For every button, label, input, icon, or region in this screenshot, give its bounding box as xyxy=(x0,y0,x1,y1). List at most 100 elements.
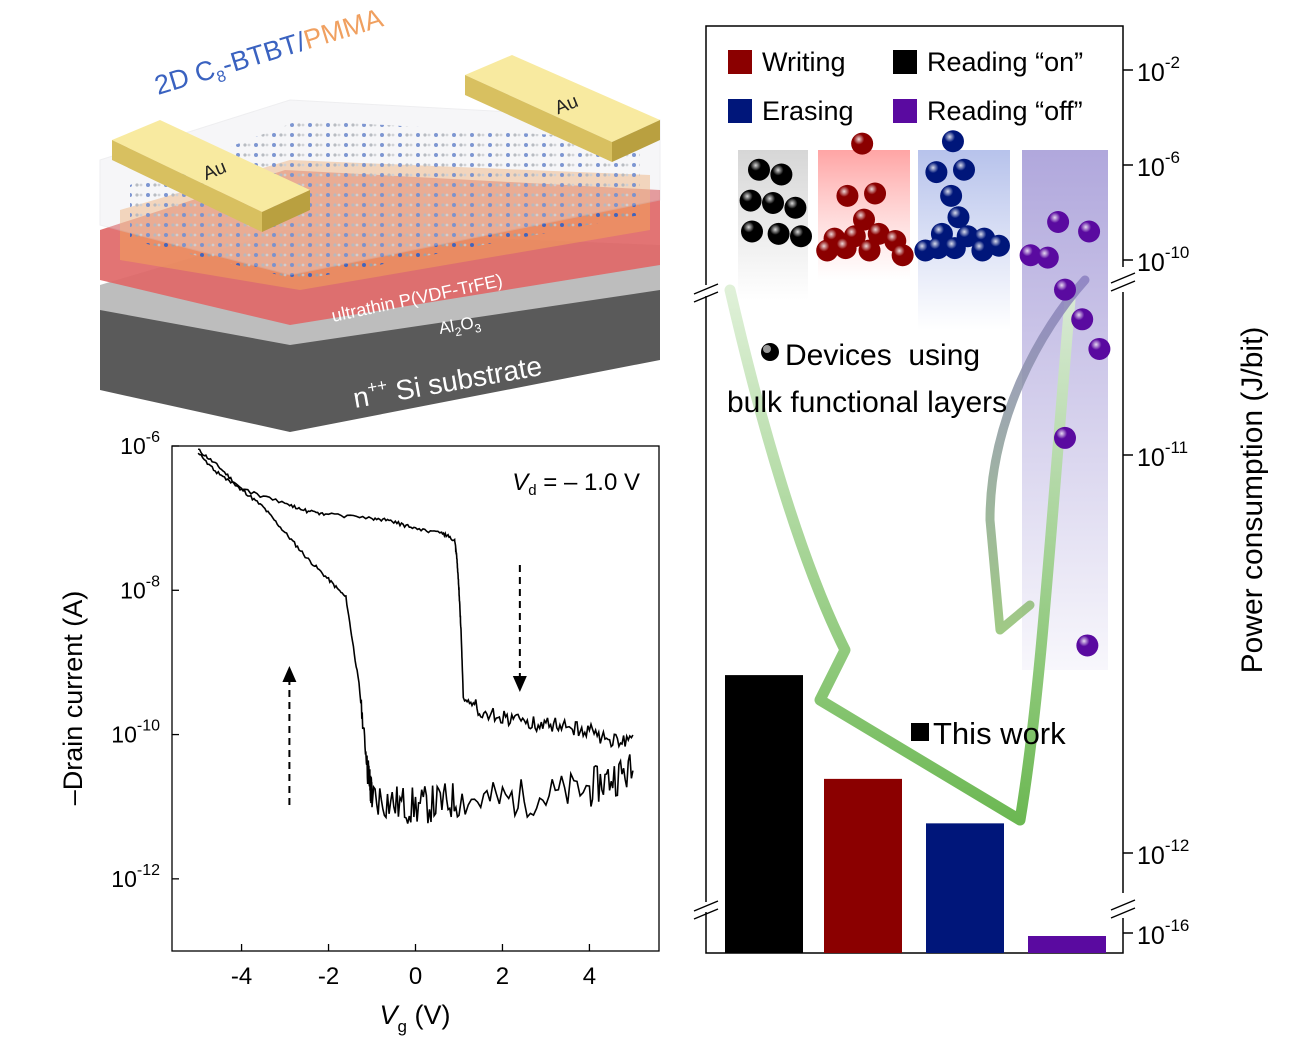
power-bar xyxy=(725,675,803,953)
power-balls xyxy=(739,130,1111,657)
bulk-device-point-shine xyxy=(834,237,857,260)
transfer-xtick-label: 2 xyxy=(496,963,509,990)
transfer-xtick-label: 0 xyxy=(409,963,422,990)
power-bar xyxy=(926,823,1004,953)
transfer-curve-chart: -4 -2 0 2 4 10-6 10-8 10-10 10-12 Vd = – 1.0 V V… xyxy=(58,429,660,1036)
bulk-devices-label: Devices using bulk functional layers xyxy=(727,339,1007,419)
power-ytick-label: 10-16 xyxy=(1137,916,1189,950)
bulk-device-point-shine xyxy=(971,239,994,262)
bulk-device-point-shine xyxy=(770,163,793,186)
bulk-device-point-shine xyxy=(1047,211,1070,233)
device-title: 2D C8-BTBT/PMMA xyxy=(151,3,388,105)
bulk-device-point-shine xyxy=(864,182,887,205)
bulk-devices-label-line2: bulk functional layers xyxy=(727,386,1007,419)
axis-break-mark xyxy=(1110,272,1136,292)
bulk-device-point-shine xyxy=(1036,246,1059,269)
transfer-series-line xyxy=(197,448,634,824)
sweep-up-arrowhead xyxy=(282,666,297,682)
bulk-device-point-shine xyxy=(1019,244,1042,267)
bulk-device-point-shine xyxy=(953,158,975,181)
pmma-cap xyxy=(99,99,661,276)
bulk-device-point-shine xyxy=(891,244,914,267)
bulk-device-point-shine xyxy=(941,130,964,153)
bulk-device-point-shine xyxy=(947,206,970,229)
bulk-device-point-shine xyxy=(741,220,763,243)
power-ticks: 10-2 10-6 10-10 10-11 10-12 10-16 xyxy=(693,53,1189,950)
transfer-series xyxy=(197,448,634,824)
bulk-device-point-shine xyxy=(816,239,839,262)
power-arrows xyxy=(724,275,1090,826)
transfer-xtick-label: -2 xyxy=(318,963,339,990)
power-plot-frame xyxy=(705,25,1124,954)
legend-swatch xyxy=(893,50,917,74)
power-ytick-label: 10-11 xyxy=(1137,438,1188,472)
power-glows xyxy=(738,150,1108,670)
trend-arrow-purple xyxy=(985,275,1090,635)
legend-swatch xyxy=(728,99,752,123)
bulk-device-point-shine xyxy=(943,237,966,260)
bulk-device-point-shine xyxy=(925,161,948,184)
drain-voltage-annotation: Vd = – 1.0 V xyxy=(512,469,640,499)
oxide-label: Al2O3 xyxy=(437,312,482,342)
legend-label: Writing xyxy=(762,47,846,77)
power-ytick-label: 10-6 xyxy=(1137,148,1180,182)
trend-arrow-green xyxy=(724,284,1076,826)
bulk-device-point-shine xyxy=(867,222,890,245)
power-ylabel: Power consumption (J/bit) xyxy=(1236,327,1269,674)
bulk-device-point-shine xyxy=(940,184,963,207)
bulk-device-point-shine xyxy=(739,189,762,212)
power-bar xyxy=(824,778,902,953)
bulk-device-point-shine xyxy=(784,196,807,219)
legend-swatch xyxy=(893,99,917,123)
transfer-ylabel: –Drain current (A) xyxy=(58,591,88,806)
transfer-ticks: -4 -2 0 2 4 10-6 10-8 10-10 10-12 xyxy=(111,429,596,990)
power-ytick-label: 10-12 xyxy=(1137,836,1189,870)
bulk-device-point-shine xyxy=(987,234,1010,257)
semiconductor-film xyxy=(130,120,640,280)
sweep-down-arrowhead xyxy=(512,676,527,692)
bulk-device-point-shine xyxy=(927,237,950,260)
bulk-device-point-shine xyxy=(1054,278,1076,301)
legend-swatch xyxy=(728,50,752,74)
axis-break-mark xyxy=(1110,899,1136,919)
bulk-device-point-shine xyxy=(1071,308,1094,331)
transfer-xlabel: Vg (V) xyxy=(380,1000,451,1036)
legend-label: Reading “on” xyxy=(927,47,1083,77)
bulk-device-point-shine xyxy=(851,132,874,155)
power-bar xyxy=(1028,936,1106,953)
transfer-plot-frame xyxy=(171,445,660,952)
device-schematic: Au Au 2D C8-BTBT/PMMA ultrathin P(VDF-Tr… xyxy=(99,3,661,432)
legend-label: Erasing xyxy=(762,96,854,126)
power-consumption-chart: 10-2 10-6 10-10 10-11 10-12 10-16 Writing Read… xyxy=(693,25,1269,954)
transfer-xtick-label: 4 xyxy=(583,963,596,990)
bulk-device-point-shine xyxy=(853,208,875,231)
legend-label: Reading “off” xyxy=(927,96,1083,126)
electrode-right xyxy=(465,55,660,162)
axis-break-mark xyxy=(693,900,719,920)
bulk-device-point-shine xyxy=(762,192,784,214)
transfer-series-line xyxy=(197,452,634,749)
power-ytick-label: 10-2 xyxy=(1137,53,1180,87)
transfer-xtick-label: -4 xyxy=(231,963,252,990)
power-bars xyxy=(725,675,1106,953)
power-ytick-label: 10-10 xyxy=(1137,243,1189,277)
bulk-devices-label-line1: Devices using xyxy=(785,339,980,372)
bulk-device-point-shine xyxy=(1054,426,1076,449)
transfer-arrows xyxy=(282,565,527,805)
bulk-device-point-shine xyxy=(790,225,812,248)
transfer-ytick-label: 10-8 xyxy=(120,573,160,603)
this-work-label-text: This work xyxy=(933,716,1066,751)
bulk-device-point-shine xyxy=(1088,337,1111,360)
this-work-marker xyxy=(911,723,929,741)
bulk-device-point-shine xyxy=(748,158,770,181)
transfer-ytick-label: 10-6 xyxy=(120,429,160,459)
bulk-device-point-shine xyxy=(858,239,881,262)
bulk-device-point-shine xyxy=(1078,220,1101,243)
axis-break-mark xyxy=(693,283,719,303)
transfer-ytick-label: 10-10 xyxy=(111,718,160,748)
bulk-device-point-shine xyxy=(1076,634,1099,657)
transfer-ytick-label: 10-12 xyxy=(111,862,160,892)
electrode-left xyxy=(112,120,310,232)
bulk-device-point-shine xyxy=(836,184,859,207)
